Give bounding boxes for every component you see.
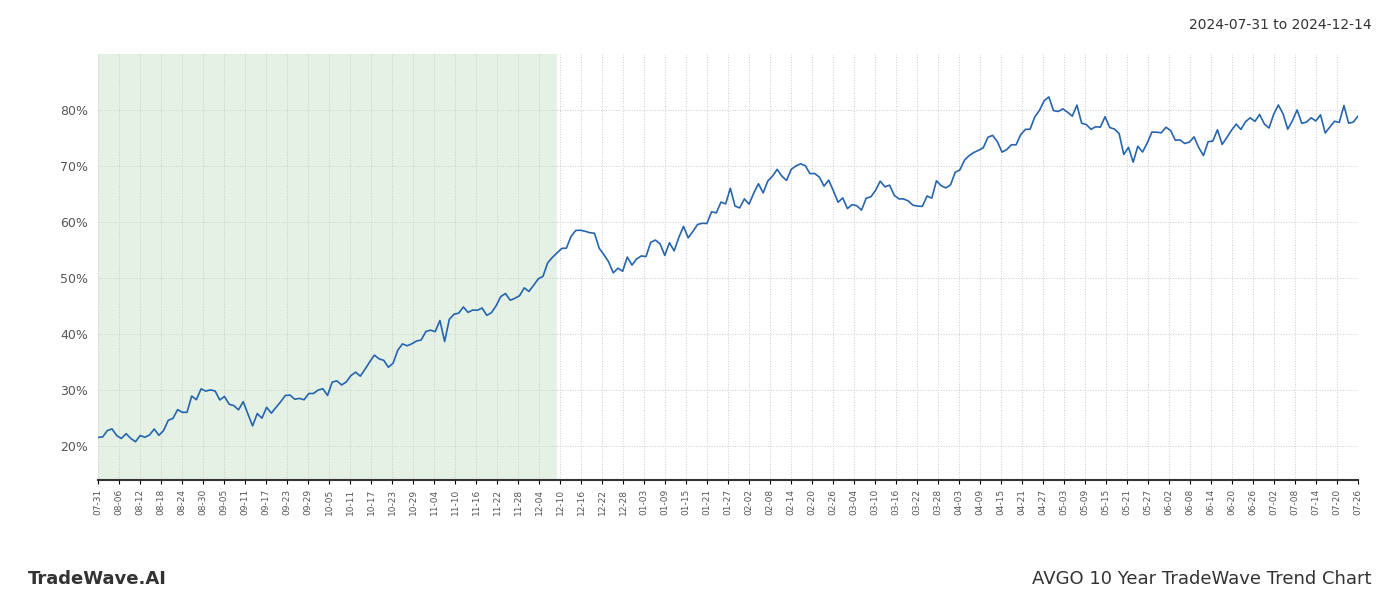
Text: AVGO 10 Year TradeWave Trend Chart: AVGO 10 Year TradeWave Trend Chart (1033, 570, 1372, 588)
Text: 2024-07-31 to 2024-12-14: 2024-07-31 to 2024-12-14 (1190, 18, 1372, 32)
Text: TradeWave.AI: TradeWave.AI (28, 570, 167, 588)
Bar (98, 54, 557, 480)
